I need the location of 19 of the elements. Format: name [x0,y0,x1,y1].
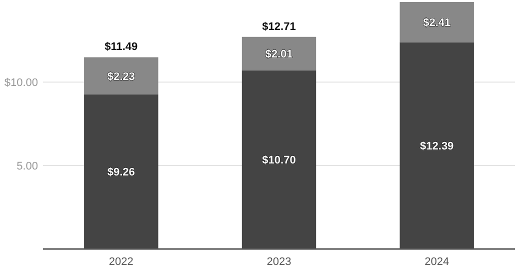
y-tick-label: 5.00 [16,160,38,173]
bar [400,42,474,249]
data-label: $10.70 [262,154,296,167]
bar [242,70,316,249]
data-label: $9.26 [107,166,135,179]
y-tick-label: $10.00 [4,77,38,90]
x-tick-label: 2024 [424,256,450,268]
x-tick-label: 2022 [108,256,134,268]
bar [400,2,474,42]
bar [242,36,316,70]
data-label: $2.41 [423,17,451,30]
bar [84,94,158,249]
bar [84,57,158,94]
data-label: $2.01 [265,48,293,61]
total-label: $12.71 [262,20,296,33]
data-label: $2.23 [107,70,135,83]
x-tick-label: 2023 [266,256,292,268]
total-label: $11.49 [104,41,138,54]
data-label: $12.39 [420,140,454,153]
